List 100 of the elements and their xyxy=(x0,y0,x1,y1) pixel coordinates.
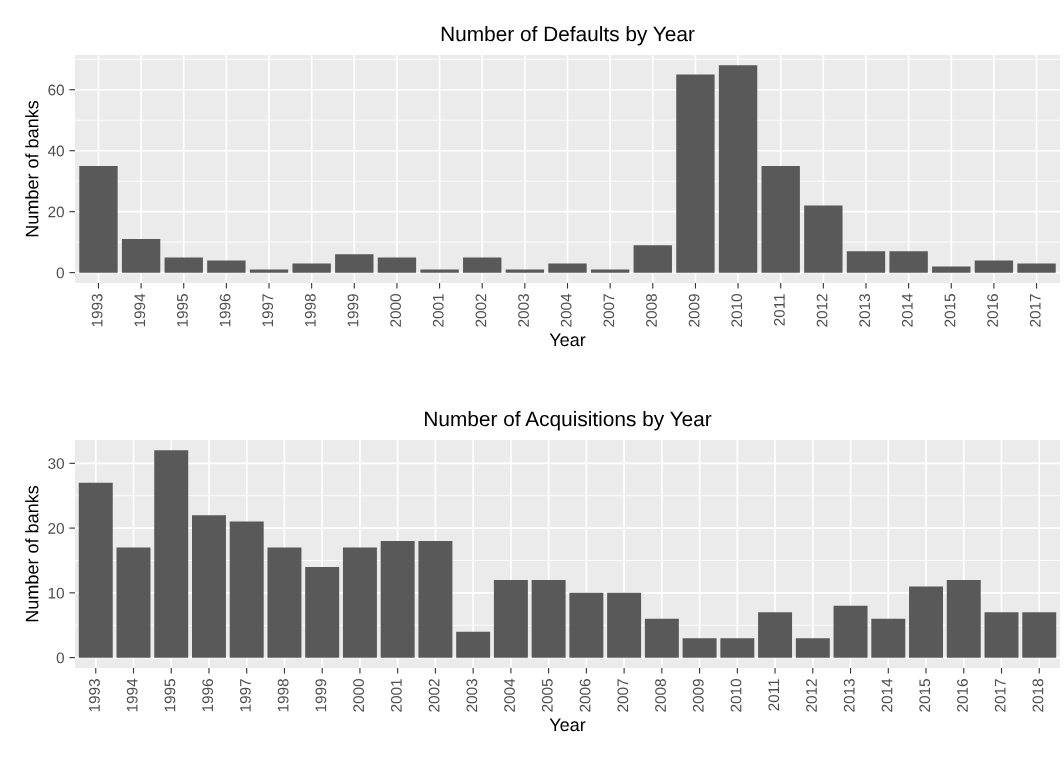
bar xyxy=(164,257,203,273)
bar xyxy=(418,541,453,658)
bar xyxy=(718,65,758,273)
x-tick-label: 2010 xyxy=(731,294,743,327)
y-axis-title: Number of banks xyxy=(25,100,39,237)
x-tick-label: 2011 xyxy=(773,294,785,326)
bar xyxy=(79,165,118,273)
x-tick-label: 1996 xyxy=(219,294,231,327)
x-tick-label: 2008 xyxy=(655,679,666,712)
bar xyxy=(335,254,374,273)
bar xyxy=(871,618,906,658)
bar xyxy=(121,239,161,273)
bar xyxy=(548,263,587,273)
y-tick-label: 40 xyxy=(47,145,64,157)
bar xyxy=(795,638,830,658)
x-axis-title: Year xyxy=(549,718,586,732)
x-axis-title: Year xyxy=(549,333,586,347)
y-tick-label: 0 xyxy=(56,267,64,279)
bar xyxy=(720,638,755,658)
x-tick-label: 1996 xyxy=(202,679,214,712)
chart-title: Number of Acquisitions by Year xyxy=(425,411,712,431)
x-tick-label: 1997 xyxy=(240,679,251,712)
x-tick-label: 2016 xyxy=(957,679,968,712)
bar xyxy=(633,245,672,273)
bar xyxy=(377,257,417,273)
bar xyxy=(493,579,528,658)
bar xyxy=(249,269,289,273)
x-tick-label: 2001 xyxy=(390,679,402,712)
x-tick-label: 2014 xyxy=(881,678,893,712)
x-tick-label: 2016 xyxy=(987,294,999,327)
x-tick-label: 1994 xyxy=(126,678,138,712)
x-tick-label: 2009 xyxy=(692,679,704,712)
x-tick-label: 2017 xyxy=(994,679,1006,712)
bar xyxy=(78,482,113,658)
bar xyxy=(889,251,928,273)
bar xyxy=(932,266,971,273)
x-tick-label: 2013 xyxy=(859,294,871,327)
bar xyxy=(1017,263,1056,273)
x-tick-label: 1999 xyxy=(347,294,359,327)
bar xyxy=(305,566,340,658)
x-tick-label: 1995 xyxy=(177,294,188,327)
x-tick-label: 2007 xyxy=(617,679,629,712)
x-tick-label: 2000 xyxy=(353,679,365,712)
bar xyxy=(1022,612,1057,658)
bar xyxy=(531,579,566,658)
bar xyxy=(292,263,331,273)
bar xyxy=(758,612,793,658)
x-tick-label: 2014 xyxy=(901,293,913,327)
bar xyxy=(590,269,630,273)
x-tick-label: 2018 xyxy=(1032,679,1044,712)
x-tick-label: 2006 xyxy=(579,679,591,712)
bar xyxy=(342,547,377,658)
y-axis-title: Number of banks xyxy=(25,485,39,622)
bar xyxy=(116,547,151,658)
x-tick-label: 2012 xyxy=(816,294,828,327)
bar xyxy=(607,592,642,658)
y-tick-label: 20 xyxy=(48,522,64,534)
x-tick-label: 2015 xyxy=(944,294,956,327)
bar xyxy=(946,579,981,658)
bar xyxy=(569,592,604,658)
bar xyxy=(676,74,715,273)
chart-title: Number of Defaults by Year xyxy=(441,26,695,46)
x-tick-label: 2012 xyxy=(806,679,817,712)
bar xyxy=(207,260,246,273)
bar xyxy=(682,638,717,658)
x-tick-label: 2004 xyxy=(504,678,515,712)
x-tick-label: 2007 xyxy=(603,294,615,327)
x-tick-label: 2009 xyxy=(688,294,700,327)
bar xyxy=(380,541,415,658)
bar xyxy=(804,205,843,273)
y-tick-label: 20 xyxy=(48,206,64,218)
x-tick-label: 1998 xyxy=(304,294,316,327)
bar xyxy=(984,612,1019,658)
bar xyxy=(974,260,1014,273)
bar xyxy=(644,618,679,658)
x-tick-label: 1995 xyxy=(164,679,176,712)
y-tick-label: 30 xyxy=(48,458,64,469)
x-tick-label: 2017 xyxy=(1029,294,1041,327)
x-tick-label: 1993 xyxy=(91,294,103,327)
bar xyxy=(463,257,502,273)
bar xyxy=(191,515,226,658)
x-tick-label: 2001 xyxy=(432,294,444,327)
bar xyxy=(456,631,491,658)
x-tick-label: 1997 xyxy=(262,294,274,327)
x-tick-label: 2005 xyxy=(541,679,553,712)
x-tick-label: 2011 xyxy=(768,679,780,711)
y-tick-label: 10 xyxy=(48,587,64,599)
x-tick-label: 2010 xyxy=(730,679,742,712)
x-tick-label: 2002 xyxy=(428,679,440,712)
bar xyxy=(833,605,868,658)
x-tick-label: 2013 xyxy=(843,679,855,712)
x-tick-label: 2000 xyxy=(390,294,402,327)
bar xyxy=(154,450,189,658)
bar xyxy=(267,547,302,658)
x-tick-label: 2003 xyxy=(466,679,478,712)
bar xyxy=(505,269,545,273)
y-tick-label: 60 xyxy=(48,84,64,96)
bar xyxy=(229,521,264,658)
bar xyxy=(846,251,886,273)
x-tick-label: 2002 xyxy=(475,294,487,327)
